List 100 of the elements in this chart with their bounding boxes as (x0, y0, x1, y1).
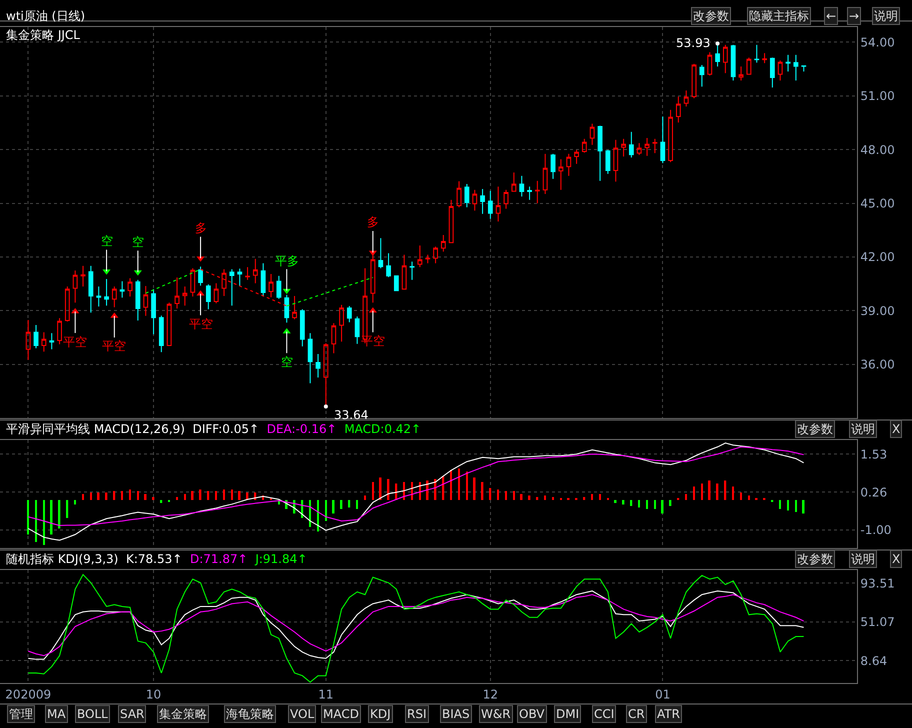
candlestick (527, 186, 532, 200)
text: CCI (594, 707, 614, 721)
candlestick (770, 57, 775, 88)
point (324, 404, 328, 409)
point (196, 290, 205, 296)
candlestick (308, 332, 313, 384)
y-tick-label: 51.07 (860, 615, 895, 630)
candlestick (151, 288, 156, 335)
candlestick (534, 180, 540, 204)
line-series (28, 446, 804, 526)
bar (90, 492, 92, 500)
data-label: 多 (195, 221, 207, 235)
bar (58, 500, 60, 528)
bar (215, 491, 217, 500)
bar (583, 497, 586, 500)
text: J:91.84↑ (254, 552, 308, 566)
bar (802, 500, 805, 514)
bar (66, 500, 68, 518)
candlestick (598, 125, 602, 182)
candlestick (692, 63, 696, 99)
bar (614, 500, 617, 503)
candlestick (245, 266, 250, 280)
bar (654, 500, 656, 509)
chart-title: 平滑异同平均线 MACD(12,26,9) (6, 422, 185, 436)
candlestick (480, 188, 485, 214)
candlestick (715, 42, 720, 68)
candlestick (417, 244, 422, 268)
candlestick (198, 266, 203, 286)
candlestick (402, 254, 407, 290)
bar (708, 480, 711, 500)
bar (748, 496, 750, 500)
bar (43, 500, 45, 545)
bar (701, 484, 703, 500)
bar (238, 491, 240, 500)
candlestick (112, 286, 117, 308)
text: MACD (323, 707, 359, 721)
bar (481, 482, 484, 500)
bar (184, 494, 186, 500)
candlestick (57, 318, 62, 345)
text: DMI (556, 707, 580, 721)
chart-title: wti原油 (日线) (6, 9, 86, 23)
line-series (28, 574, 804, 683)
bar (685, 494, 688, 500)
candlestick (558, 158, 564, 190)
candlestick (378, 238, 384, 269)
candlestick (660, 116, 666, 164)
candlestick (49, 332, 54, 350)
text: 管理 (9, 707, 33, 721)
data-label: 空 (101, 234, 113, 248)
bar (630, 500, 632, 506)
candlestick (542, 153, 548, 194)
bar (740, 492, 742, 500)
text: BIAS (442, 707, 470, 721)
candlestick (323, 342, 328, 408)
candlestick (699, 64, 704, 88)
bar (317, 500, 319, 532)
candlestick (590, 123, 595, 146)
bar (199, 490, 202, 500)
bar (50, 500, 52, 534)
candlestick (292, 295, 297, 320)
candlestick (182, 286, 188, 306)
candlestick (448, 199, 454, 244)
bar (325, 500, 327, 521)
bar (309, 500, 311, 527)
candlestick (472, 189, 478, 212)
bar (121, 491, 123, 500)
bar (379, 478, 382, 500)
candlestick (550, 153, 556, 180)
candlestick (135, 279, 140, 321)
candlestick (582, 138, 587, 154)
bar (466, 472, 468, 500)
y-tick-label: -1.00 (860, 523, 892, 538)
candlestick (440, 234, 446, 252)
text: → (849, 9, 860, 23)
bar (152, 497, 154, 500)
candlestick (229, 268, 234, 306)
candlestick (621, 138, 626, 158)
text: D:71.87↑ (190, 552, 248, 566)
bar (513, 491, 515, 500)
data-label: 空 (281, 355, 293, 369)
bar (340, 500, 342, 509)
bar (74, 500, 76, 504)
candlestick (128, 278, 132, 297)
text: X (892, 422, 900, 436)
bar (332, 500, 334, 514)
candlestick (511, 172, 516, 192)
bar (458, 468, 460, 500)
bar (364, 496, 366, 500)
bar (144, 494, 146, 500)
bar (520, 494, 522, 500)
data-label: 平多 (275, 254, 299, 268)
bar (450, 470, 452, 500)
data-label: 平空 (63, 335, 87, 349)
point (716, 41, 720, 46)
candlestick (433, 246, 438, 264)
candlestick (190, 268, 196, 297)
text: OBV (519, 707, 546, 721)
bar (536, 497, 538, 500)
text: 海龟策略 (226, 707, 274, 721)
bar (35, 500, 37, 542)
